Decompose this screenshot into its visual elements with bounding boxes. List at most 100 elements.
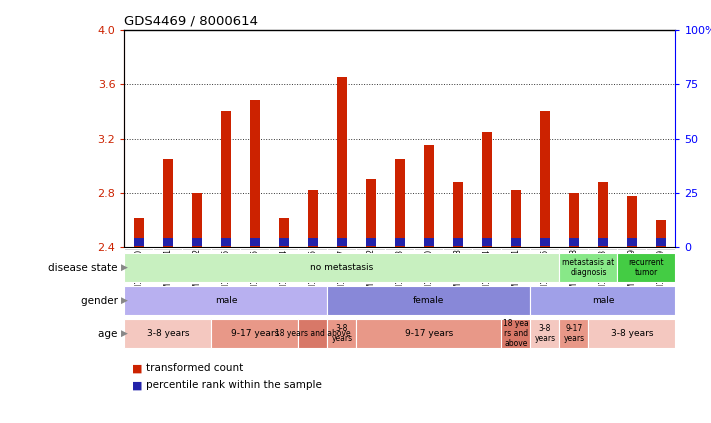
Bar [646,248,675,250]
Bar [589,248,617,250]
Bar [308,190,318,247]
Text: GSM1025546: GSM1025546 [221,248,230,299]
Bar [124,319,211,349]
Bar [511,238,521,246]
Bar [424,238,434,246]
Text: ■: ■ [132,363,142,374]
Text: 9-17 years: 9-17 years [231,329,279,338]
Bar [211,319,299,349]
Text: male: male [592,296,614,305]
Text: ▶: ▶ [121,263,128,272]
Bar [163,159,173,247]
Bar [656,238,666,246]
Bar [356,319,501,349]
Bar [221,111,231,247]
Bar [124,253,560,283]
Bar [453,238,463,246]
Bar [530,248,560,250]
Bar [395,159,405,247]
Bar [279,217,289,247]
Bar [472,248,501,250]
Bar [560,253,617,283]
Bar [444,248,472,250]
Bar [269,248,299,250]
Bar [337,238,347,246]
Bar [183,248,211,250]
Bar [299,319,328,349]
Bar [240,248,269,250]
Text: GSM1025538: GSM1025538 [570,248,579,299]
Bar [617,253,675,283]
Text: GSM1025529: GSM1025529 [627,248,636,299]
Bar [598,238,608,246]
Text: GSM1025530: GSM1025530 [134,248,144,299]
Bar [617,248,646,250]
Text: ▶: ▶ [121,296,128,305]
Text: transformed count: transformed count [146,363,243,374]
Bar [124,248,154,250]
Bar [366,238,376,246]
Text: GSM1025542: GSM1025542 [366,248,375,299]
Text: 9-17
years: 9-17 years [563,324,584,343]
Bar [569,238,579,246]
Bar [501,319,530,349]
Text: 3-8
years: 3-8 years [331,324,353,343]
Text: ▶: ▶ [121,329,128,338]
Bar [482,238,492,246]
Text: GSM1025537: GSM1025537 [338,248,346,299]
Bar [192,238,202,246]
Bar [511,190,521,247]
Bar [250,238,260,246]
Bar [163,238,173,246]
Text: 9-17 years: 9-17 years [405,329,453,338]
Bar [453,182,463,247]
Bar [299,248,328,250]
Text: disease state: disease state [48,263,121,272]
Text: GSM1025534: GSM1025534 [483,248,491,299]
Text: GSM1025528: GSM1025528 [454,248,462,299]
Bar [337,77,347,247]
Text: male: male [215,296,237,305]
Bar [501,248,530,250]
Text: 18 years and above: 18 years and above [275,329,351,338]
Text: GSM1025540: GSM1025540 [424,248,434,299]
Text: female: female [413,296,444,305]
Text: 3-8 years: 3-8 years [146,329,189,338]
Bar [530,286,675,316]
Bar [530,319,560,349]
Bar [482,132,492,247]
Bar [356,248,385,250]
Bar [385,248,415,250]
Bar [328,286,530,316]
Text: recurrent
tumor: recurrent tumor [629,258,664,277]
Bar [211,248,240,250]
Bar [134,238,144,246]
Bar [415,248,444,250]
Text: 18 yea
rs and
above: 18 yea rs and above [503,319,529,349]
Text: GSM1025543: GSM1025543 [395,248,405,299]
Bar [560,248,589,250]
Bar [627,238,637,246]
Bar [598,182,608,247]
Text: GSM1025545: GSM1025545 [309,248,317,299]
Bar [395,238,405,246]
Bar [540,238,550,246]
Bar [328,319,356,349]
Bar [424,146,434,247]
Bar [589,319,675,349]
Text: GSM1025536: GSM1025536 [540,248,550,299]
Text: GSM1025535: GSM1025535 [250,248,260,299]
Bar [154,248,183,250]
Bar [540,111,550,247]
Text: GSM1025532: GSM1025532 [193,248,201,299]
Text: GSM1025531: GSM1025531 [164,248,173,299]
Bar [250,100,260,247]
Text: GSM1025544: GSM1025544 [279,248,289,299]
Text: age: age [98,329,121,338]
Text: metastasis at
diagnosis: metastasis at diagnosis [562,258,614,277]
Text: GDS4469 / 8000614: GDS4469 / 8000614 [124,15,258,28]
Bar [134,217,144,247]
Bar [328,248,356,250]
Text: 3-8
years: 3-8 years [535,324,555,343]
Bar [627,196,637,247]
